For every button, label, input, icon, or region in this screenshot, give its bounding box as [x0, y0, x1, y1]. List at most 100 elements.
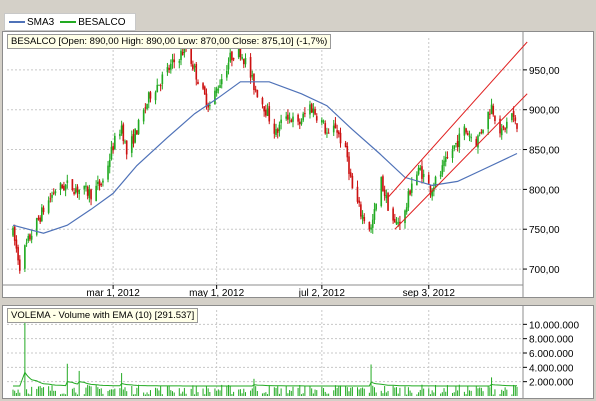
candle-body	[214, 90, 216, 105]
candle-body	[195, 63, 198, 80]
candle-body	[500, 128, 503, 136]
price-y-tick-label: 850,00	[529, 146, 560, 157]
candle-body	[203, 86, 206, 95]
candle-body	[458, 133, 461, 148]
candle-body	[220, 79, 223, 85]
candle-body	[85, 185, 87, 188]
candle-body	[256, 90, 259, 98]
volume-ema-line	[13, 371, 517, 387]
candle-body	[478, 132, 481, 134]
candle-body	[107, 165, 109, 180]
candle-body	[332, 125, 335, 133]
candle-body	[327, 132, 330, 134]
candle-body	[395, 221, 398, 225]
candle-body	[349, 172, 352, 177]
candle-body	[361, 215, 364, 219]
candle-body	[487, 111, 489, 129]
candle-body	[373, 209, 376, 220]
candle-body	[51, 194, 53, 198]
candle-body	[494, 116, 496, 121]
candle-body	[158, 84, 160, 86]
volume-y-tick-label: 4.000.000	[529, 363, 574, 374]
candle-body	[169, 63, 172, 70]
candle-body	[225, 70, 228, 78]
candle-body	[312, 108, 315, 114]
candle-body	[29, 234, 31, 240]
candle-body	[74, 188, 77, 193]
candle-body	[287, 114, 289, 120]
candle-body	[25, 242, 28, 244]
candle-body	[190, 46, 193, 64]
legend: SMA3 BESALCO	[4, 13, 137, 31]
candle-body	[419, 167, 422, 170]
candle-body	[227, 62, 230, 70]
channel-lower-line	[394, 93, 528, 230]
candle-body	[439, 174, 442, 177]
candle-body	[380, 177, 383, 206]
candle-body	[102, 180, 104, 183]
volume-panel[interactable]: 2.000.000 4.000.000 6.000.000 8.000.000 10.0…	[2, 305, 594, 399]
candle-body	[241, 56, 243, 59]
candle-body	[54, 191, 57, 194]
candle-body	[217, 89, 220, 91]
price-panel[interactable]: 700,00 750,00 800,00 850,00 900,00 950,00 mar …	[2, 31, 594, 299]
candle-body	[382, 176, 384, 191]
candle-body	[30, 235, 33, 240]
candle-body	[475, 138, 478, 147]
candle-body	[417, 167, 420, 175]
candle-body	[337, 131, 340, 135]
candle-body	[215, 88, 218, 93]
candle-body	[49, 198, 52, 200]
candle-body	[110, 146, 113, 160]
candle-body	[27, 235, 30, 241]
candle-body	[268, 106, 271, 122]
candle-body	[351, 175, 354, 189]
candle-body	[122, 124, 125, 141]
candle-body	[13, 226, 16, 241]
candle-body	[302, 113, 305, 121]
candle-body	[132, 134, 135, 144]
candle-body	[130, 136, 133, 153]
candle-body	[239, 44, 242, 58]
channel-upper-line	[387, 41, 528, 198]
candle-body	[453, 145, 456, 150]
candle-body	[387, 193, 389, 211]
candle-body	[261, 97, 264, 105]
candle-body	[429, 185, 432, 195]
candle-body	[371, 219, 374, 228]
candle-body	[173, 59, 176, 63]
legend-besalco-label: BESALCO	[78, 16, 126, 28]
candle-body	[273, 123, 276, 134]
candle-body	[83, 185, 86, 189]
candle-body	[64, 184, 67, 191]
candle-body	[47, 200, 50, 213]
candle-body	[446, 157, 449, 159]
volume-chart: 2.000.000 4.000.000 6.000.000 8.000.000 10.0…	[7, 306, 579, 398]
legend-item-sma[interactable]: SMA3	[9, 17, 54, 28]
candle-body	[178, 61, 181, 63]
candle-body	[368, 221, 371, 230]
candle-body	[180, 50, 182, 61]
candle-body	[421, 166, 423, 179]
candle-body	[59, 182, 62, 190]
candle-body	[136, 130, 138, 135]
price-y-tick-label: 900,00	[529, 106, 560, 117]
candle-body	[399, 221, 401, 224]
price-y-tick-label: 700,00	[529, 265, 560, 276]
legend-item-besalco[interactable]: BESALCO	[60, 17, 125, 28]
candle-body	[315, 116, 318, 121]
volume-y-tick-label: 8.000.000	[529, 335, 574, 346]
candle-body	[265, 109, 267, 116]
candle-body	[290, 119, 293, 123]
candle-body	[292, 116, 294, 122]
candle-body	[314, 109, 316, 115]
candle-body	[304, 113, 306, 115]
candle-body	[232, 58, 235, 60]
candle-body	[346, 146, 349, 158]
volume-y-tick-label: 6.000.000	[529, 349, 574, 360]
candle-body	[134, 128, 137, 143]
candle-body	[86, 186, 89, 196]
candle-body	[356, 186, 359, 202]
volume-y-tick-label: 2.000.000	[529, 378, 574, 389]
candle-body	[455, 143, 457, 145]
